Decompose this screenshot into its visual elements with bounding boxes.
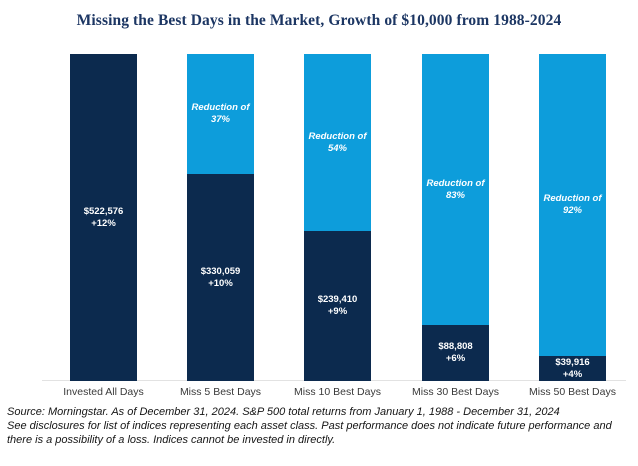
chart-area: $522,576 +12% Reduction of 37% $330,059 +10% R… (0, 54, 638, 381)
bar-value-label: $522,576 +12% (83, 205, 124, 229)
bar-value-label: $239,410 +9% (317, 294, 358, 317)
chart-title: Missing the Best Days in the Market, Gro… (76, 12, 562, 29)
invested-value-segment: $330,059 +10% (187, 174, 254, 381)
reduction-label: Reduction of 37% (191, 102, 250, 125)
reduction-label: Reduction of 92% (543, 193, 602, 216)
invested-value-segment: $39,916 +4% (539, 356, 606, 381)
missed-days-segment: Reduction of 92% (539, 54, 606, 356)
reduction-label: Reduction of 83% (426, 177, 485, 201)
missed-days-segment: Reduction of 83% (422, 54, 489, 325)
missed-days-segment: Reduction of 54% (304, 54, 371, 231)
category-label: Miss 10 Best Days (294, 386, 381, 398)
bar-miss-10-best-days: Reduction of 54% $239,410 +9% (304, 54, 371, 381)
source-line: See disclosures for list of indices repr… (7, 419, 612, 432)
bar-miss-30-best-days: Reduction of 83% $88,808 +6% (422, 54, 489, 381)
category-label: Miss 50 Best Days (529, 386, 616, 398)
invested-value-segment: $522,576 +12% (70, 54, 137, 381)
reduction-label: Reduction of 54% (308, 130, 367, 154)
invested-value-segment: $239,410 +9% (304, 231, 371, 381)
bar-invested-all-days: $522,576 +12% (70, 54, 137, 381)
bar-miss-5-best-days: Reduction of 37% $330,059 +10% (187, 54, 254, 381)
category-axis: Invested All Days Miss 5 Best Days Miss 10… (0, 381, 638, 403)
source-line: Source: Morningstar. As of December 31, … (7, 406, 560, 418)
category-label: Miss 30 Best Days (412, 386, 499, 398)
category-label: Miss 5 Best Days (179, 386, 262, 398)
category-label: Invested All Days (63, 386, 144, 398)
invested-value-segment: $88,808 +6% (422, 325, 489, 381)
bar-value-label: $39,916 +4% (555, 356, 590, 380)
bar-value-label: $330,059 +10% (200, 265, 241, 289)
missed-days-segment: Reduction of 37% (187, 54, 254, 174)
bar-value-label: $88,808 +6% (438, 341, 473, 364)
bar-miss-50-best-days: Reduction of 92% $39,916 +4% (539, 54, 606, 381)
source-line: there is a possibility of a loss. Indice… (7, 433, 336, 446)
source-disclosure: Source: Morningstar. As of December 31, … (7, 406, 628, 448)
